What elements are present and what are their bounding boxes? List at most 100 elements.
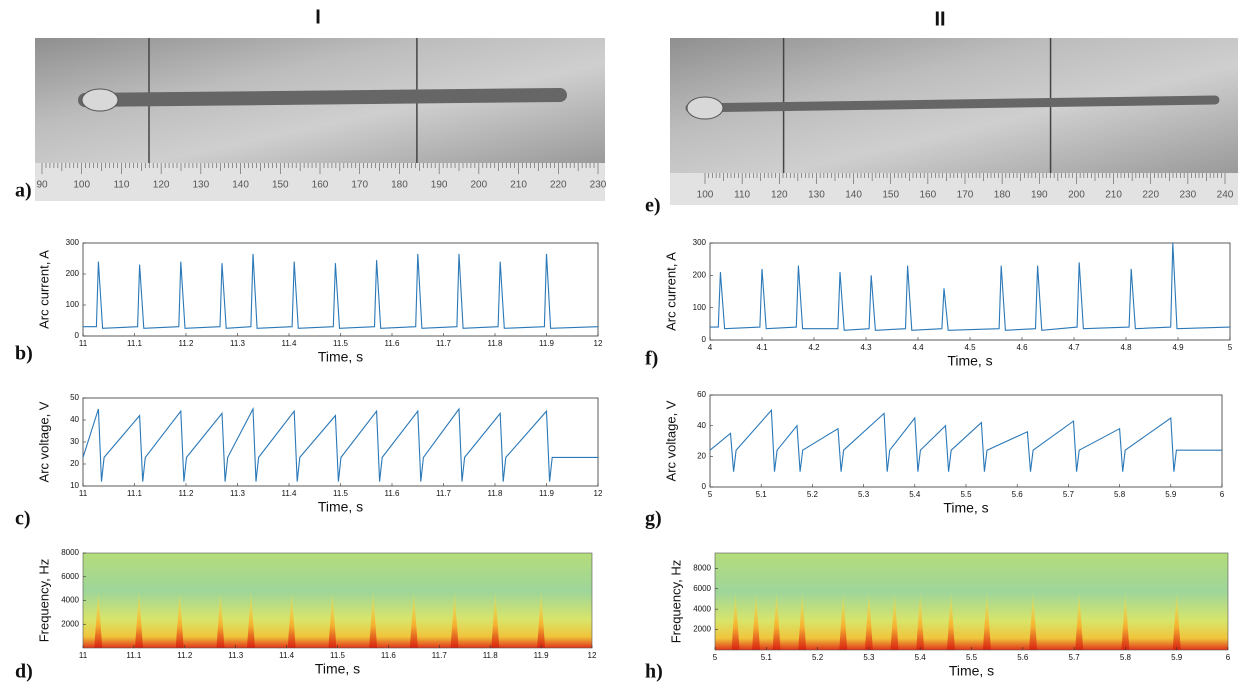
spectral-burst — [1075, 591, 1084, 650]
x-tick-label: 4.1 — [756, 343, 768, 352]
x-axis-title: Time, s — [943, 500, 988, 516]
x-tick-label: 11 — [79, 651, 88, 660]
x-tick-label: 11.9 — [539, 489, 555, 498]
ruler-label: 230 — [1180, 190, 1197, 201]
y-tick-label: 10 — [70, 481, 79, 490]
x-tick-label: 11 — [79, 339, 88, 348]
spectral-burst — [752, 591, 761, 650]
x-tick-label: 11.4 — [279, 651, 295, 660]
x-tick-label: 11.5 — [333, 339, 349, 348]
x-tick-label: 5.9 — [1171, 653, 1183, 662]
y-tick-label: 6000 — [61, 572, 79, 581]
spectral-burst — [134, 591, 143, 648]
x-tick-label: 4.5 — [964, 343, 976, 352]
spectral-burst — [982, 591, 991, 650]
spectral-burst — [369, 591, 378, 648]
x-tick-label: 11.2 — [179, 339, 195, 348]
spectral-burst — [450, 591, 459, 648]
ruler-label: 200 — [1068, 190, 1085, 201]
x-tick-label: 5.8 — [1114, 490, 1126, 499]
panel-label: d) — [15, 661, 33, 683]
x-tick-label: 12 — [588, 651, 597, 660]
x-tick-label: 5.9 — [1165, 490, 1177, 499]
ruler-label: 170 — [957, 190, 974, 201]
spectral-burst — [772, 591, 781, 650]
plot-area — [709, 242, 1231, 341]
x-tick-label: 11.9 — [534, 651, 550, 660]
column-heading: I — [315, 6, 321, 28]
ruler-label: 190 — [431, 180, 448, 191]
x-tick-label: 11.1 — [126, 651, 142, 660]
x-tick-label: 5.6 — [1017, 653, 1029, 662]
x-tick-label: 5 — [1228, 343, 1233, 352]
y-tick-label: 4000 — [693, 604, 711, 613]
weld-bead — [78, 88, 567, 107]
ruler-label: 100 — [697, 190, 714, 201]
ruler-label: 150 — [272, 180, 289, 191]
y-tick-label: 2000 — [693, 625, 711, 634]
y-tick-label: 200 — [693, 270, 707, 279]
plot-area — [709, 394, 1223, 488]
y-tick-label: 8000 — [61, 548, 79, 557]
signal-line — [710, 242, 1231, 331]
panel-label: h) — [645, 661, 663, 683]
x-tick-label: 5.3 — [863, 653, 875, 662]
x-tick-label: 5.2 — [807, 490, 819, 499]
y-axis-title: Frequency, Hz — [36, 559, 51, 643]
x-tick-label: 4.8 — [1120, 343, 1132, 352]
x-tick-label: 4.3 — [860, 343, 872, 352]
x-tick-label: 12 — [594, 339, 603, 348]
x-axis-title: Time, s — [318, 499, 363, 515]
ruler-label: 240 — [1217, 190, 1234, 201]
ruler-label: 210 — [1105, 190, 1122, 201]
signal-line — [83, 253, 599, 329]
x-tick-label: 6 — [1220, 490, 1225, 499]
y-tick-label: 4000 — [61, 596, 79, 605]
x-tick-label: 5.3 — [858, 490, 870, 499]
ruler-label: 160 — [920, 190, 937, 201]
x-axis-title: Time, s — [315, 661, 360, 677]
ruler-label: 180 — [391, 180, 408, 191]
ruler-label: 190 — [1031, 190, 1048, 201]
x-tick-label: 5.2 — [812, 653, 824, 662]
spectral-burst — [491, 591, 500, 648]
y-tick-label: 6000 — [693, 584, 711, 593]
ruler-label: 220 — [550, 180, 567, 191]
x-tick-label: 11.8 — [488, 489, 504, 498]
plot-area — [82, 397, 599, 487]
y-tick-label: 0 — [702, 335, 707, 344]
spectral-burst — [1029, 591, 1038, 650]
spectral-burst — [946, 591, 955, 650]
spectral-burst — [890, 591, 899, 650]
x-tick-label: 11.6 — [385, 339, 401, 348]
x-tick-label: 11.1 — [127, 339, 143, 348]
y-axis-title: Arc current, A — [36, 250, 51, 329]
ruler — [670, 173, 1238, 205]
x-tick-label: 5.6 — [1012, 490, 1024, 499]
spectral-burst — [328, 591, 337, 648]
x-tick-label: 11.8 — [488, 339, 504, 348]
spectrogram-background — [715, 553, 1228, 650]
x-tick-label: 11.2 — [177, 651, 193, 660]
x-tick-label: 11.7 — [436, 339, 452, 348]
x-tick-label: 5.5 — [966, 653, 978, 662]
ruler-label: 210 — [510, 180, 527, 191]
panel-label: f) — [645, 348, 658, 370]
x-tick-label: 11.6 — [381, 651, 397, 660]
ruler-label: 90 — [36, 180, 48, 191]
weld-start — [686, 96, 724, 120]
y-tick-label: 8000 — [693, 563, 711, 572]
y-tick-label: 50 — [70, 393, 79, 402]
x-tick-label: 11.3 — [230, 489, 246, 498]
spectral-burst — [287, 591, 296, 648]
ruler-label: 130 — [808, 190, 825, 201]
y-tick-label: 20 — [70, 459, 79, 468]
y-tick-label: 2000 — [61, 619, 79, 628]
x-tick-label: 5.4 — [909, 490, 921, 499]
x-tick-label: 5.4 — [915, 653, 927, 662]
y-tick-label: 30 — [70, 437, 79, 446]
y-tick-label: 0 — [702, 482, 707, 491]
spectral-burst — [731, 591, 740, 650]
x-tick-label: 5 — [713, 653, 718, 662]
